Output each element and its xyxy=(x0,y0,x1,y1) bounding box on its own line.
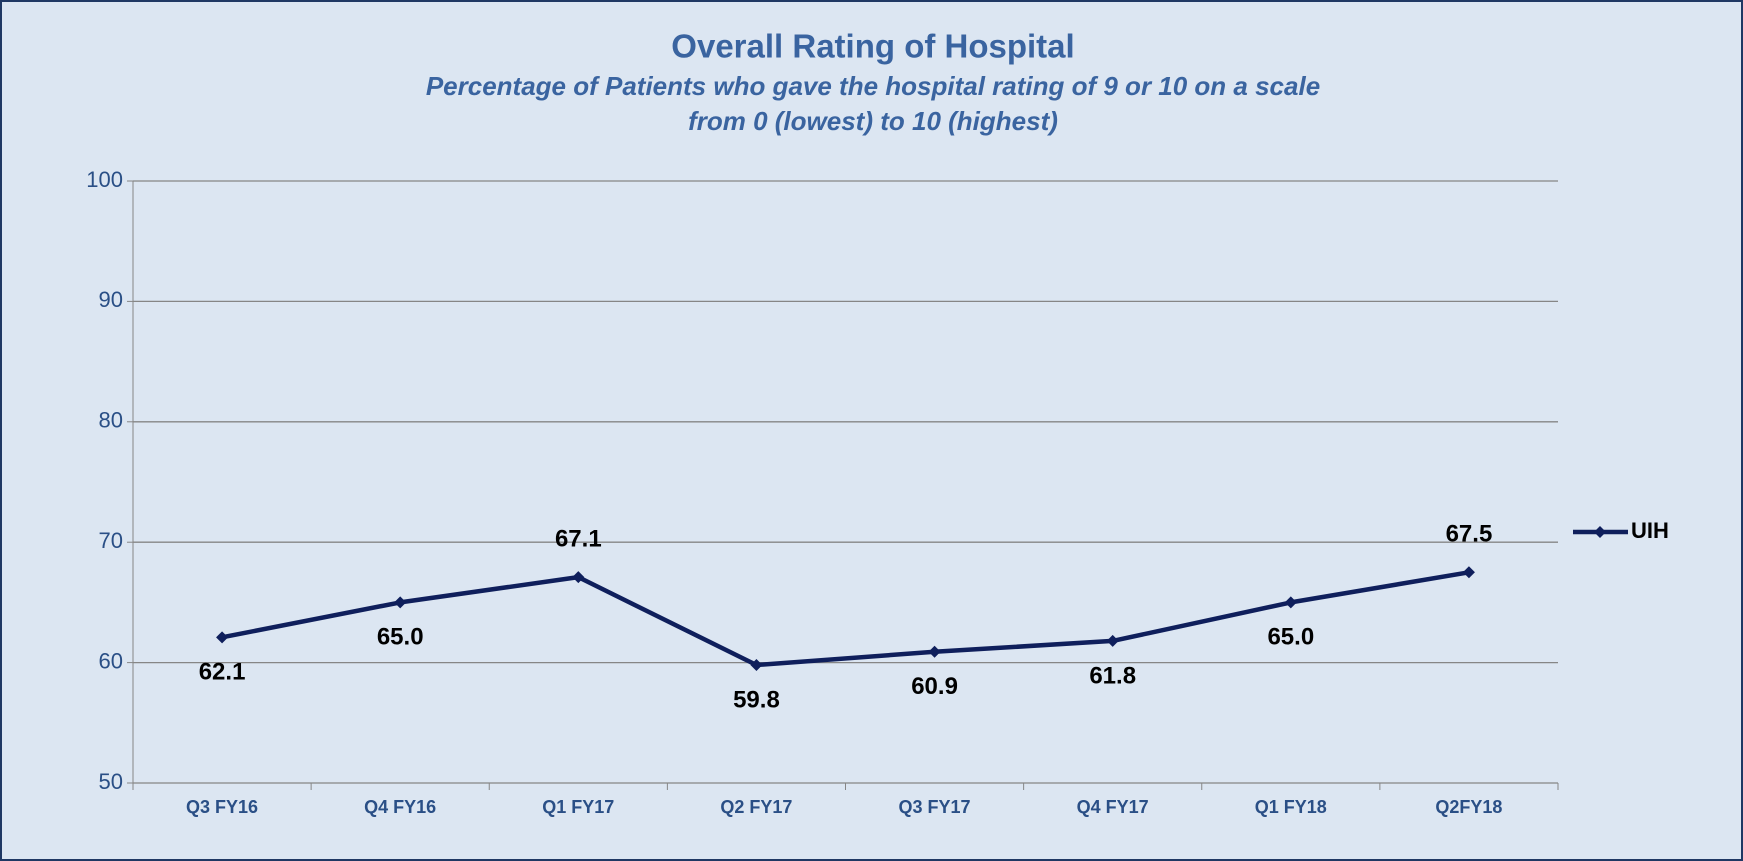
data-label: 60.9 xyxy=(911,673,958,700)
marker xyxy=(1462,566,1475,579)
data-label: 59.8 xyxy=(733,686,780,713)
chart-subtitle: Percentage of Patients who gave the hosp… xyxy=(426,71,1320,101)
data-label: 62.1 xyxy=(199,659,246,686)
y-tick-label: 90 xyxy=(99,287,123,312)
chart-subtitle: from 0 (lowest) to 10 (highest) xyxy=(688,106,1058,136)
chart-title: Overall Rating of Hospital xyxy=(671,28,1074,65)
y-tick-label: 100 xyxy=(86,167,123,192)
data-label: 67.5 xyxy=(1446,521,1493,548)
marker xyxy=(216,631,229,644)
marker xyxy=(394,596,407,609)
x-tick-label: Q1 FY18 xyxy=(1255,797,1327,817)
y-tick-label: 80 xyxy=(99,408,123,433)
x-tick-label: Q4 FY17 xyxy=(1077,797,1149,817)
line xyxy=(221,570,1470,668)
x-tick-label: Q4 FY16 xyxy=(364,797,436,817)
marker xyxy=(928,645,941,658)
data-label: 61.8 xyxy=(1089,662,1136,689)
marker xyxy=(750,659,763,672)
x-tick-label: Q2FY18 xyxy=(1435,797,1502,817)
y-tick-label: 70 xyxy=(99,528,123,553)
data-label: 65.0 xyxy=(377,624,424,651)
data-label: 67.1 xyxy=(555,525,602,552)
x-tick-label: Q3 FY17 xyxy=(899,797,971,817)
marker xyxy=(1284,596,1297,609)
x-tick-label: Q1 FY17 xyxy=(542,797,614,817)
marker xyxy=(572,571,585,584)
data-label: 65.0 xyxy=(1267,624,1314,651)
x-tick-label: Q3 FY16 xyxy=(186,797,258,817)
x-tick-label: Q2 FY17 xyxy=(720,797,792,817)
y-tick-label: 50 xyxy=(99,769,123,794)
marker xyxy=(1106,634,1119,647)
legend-marker xyxy=(1594,526,1606,538)
y-tick-label: 60 xyxy=(99,648,123,673)
legend-label: UIH xyxy=(1631,518,1669,543)
